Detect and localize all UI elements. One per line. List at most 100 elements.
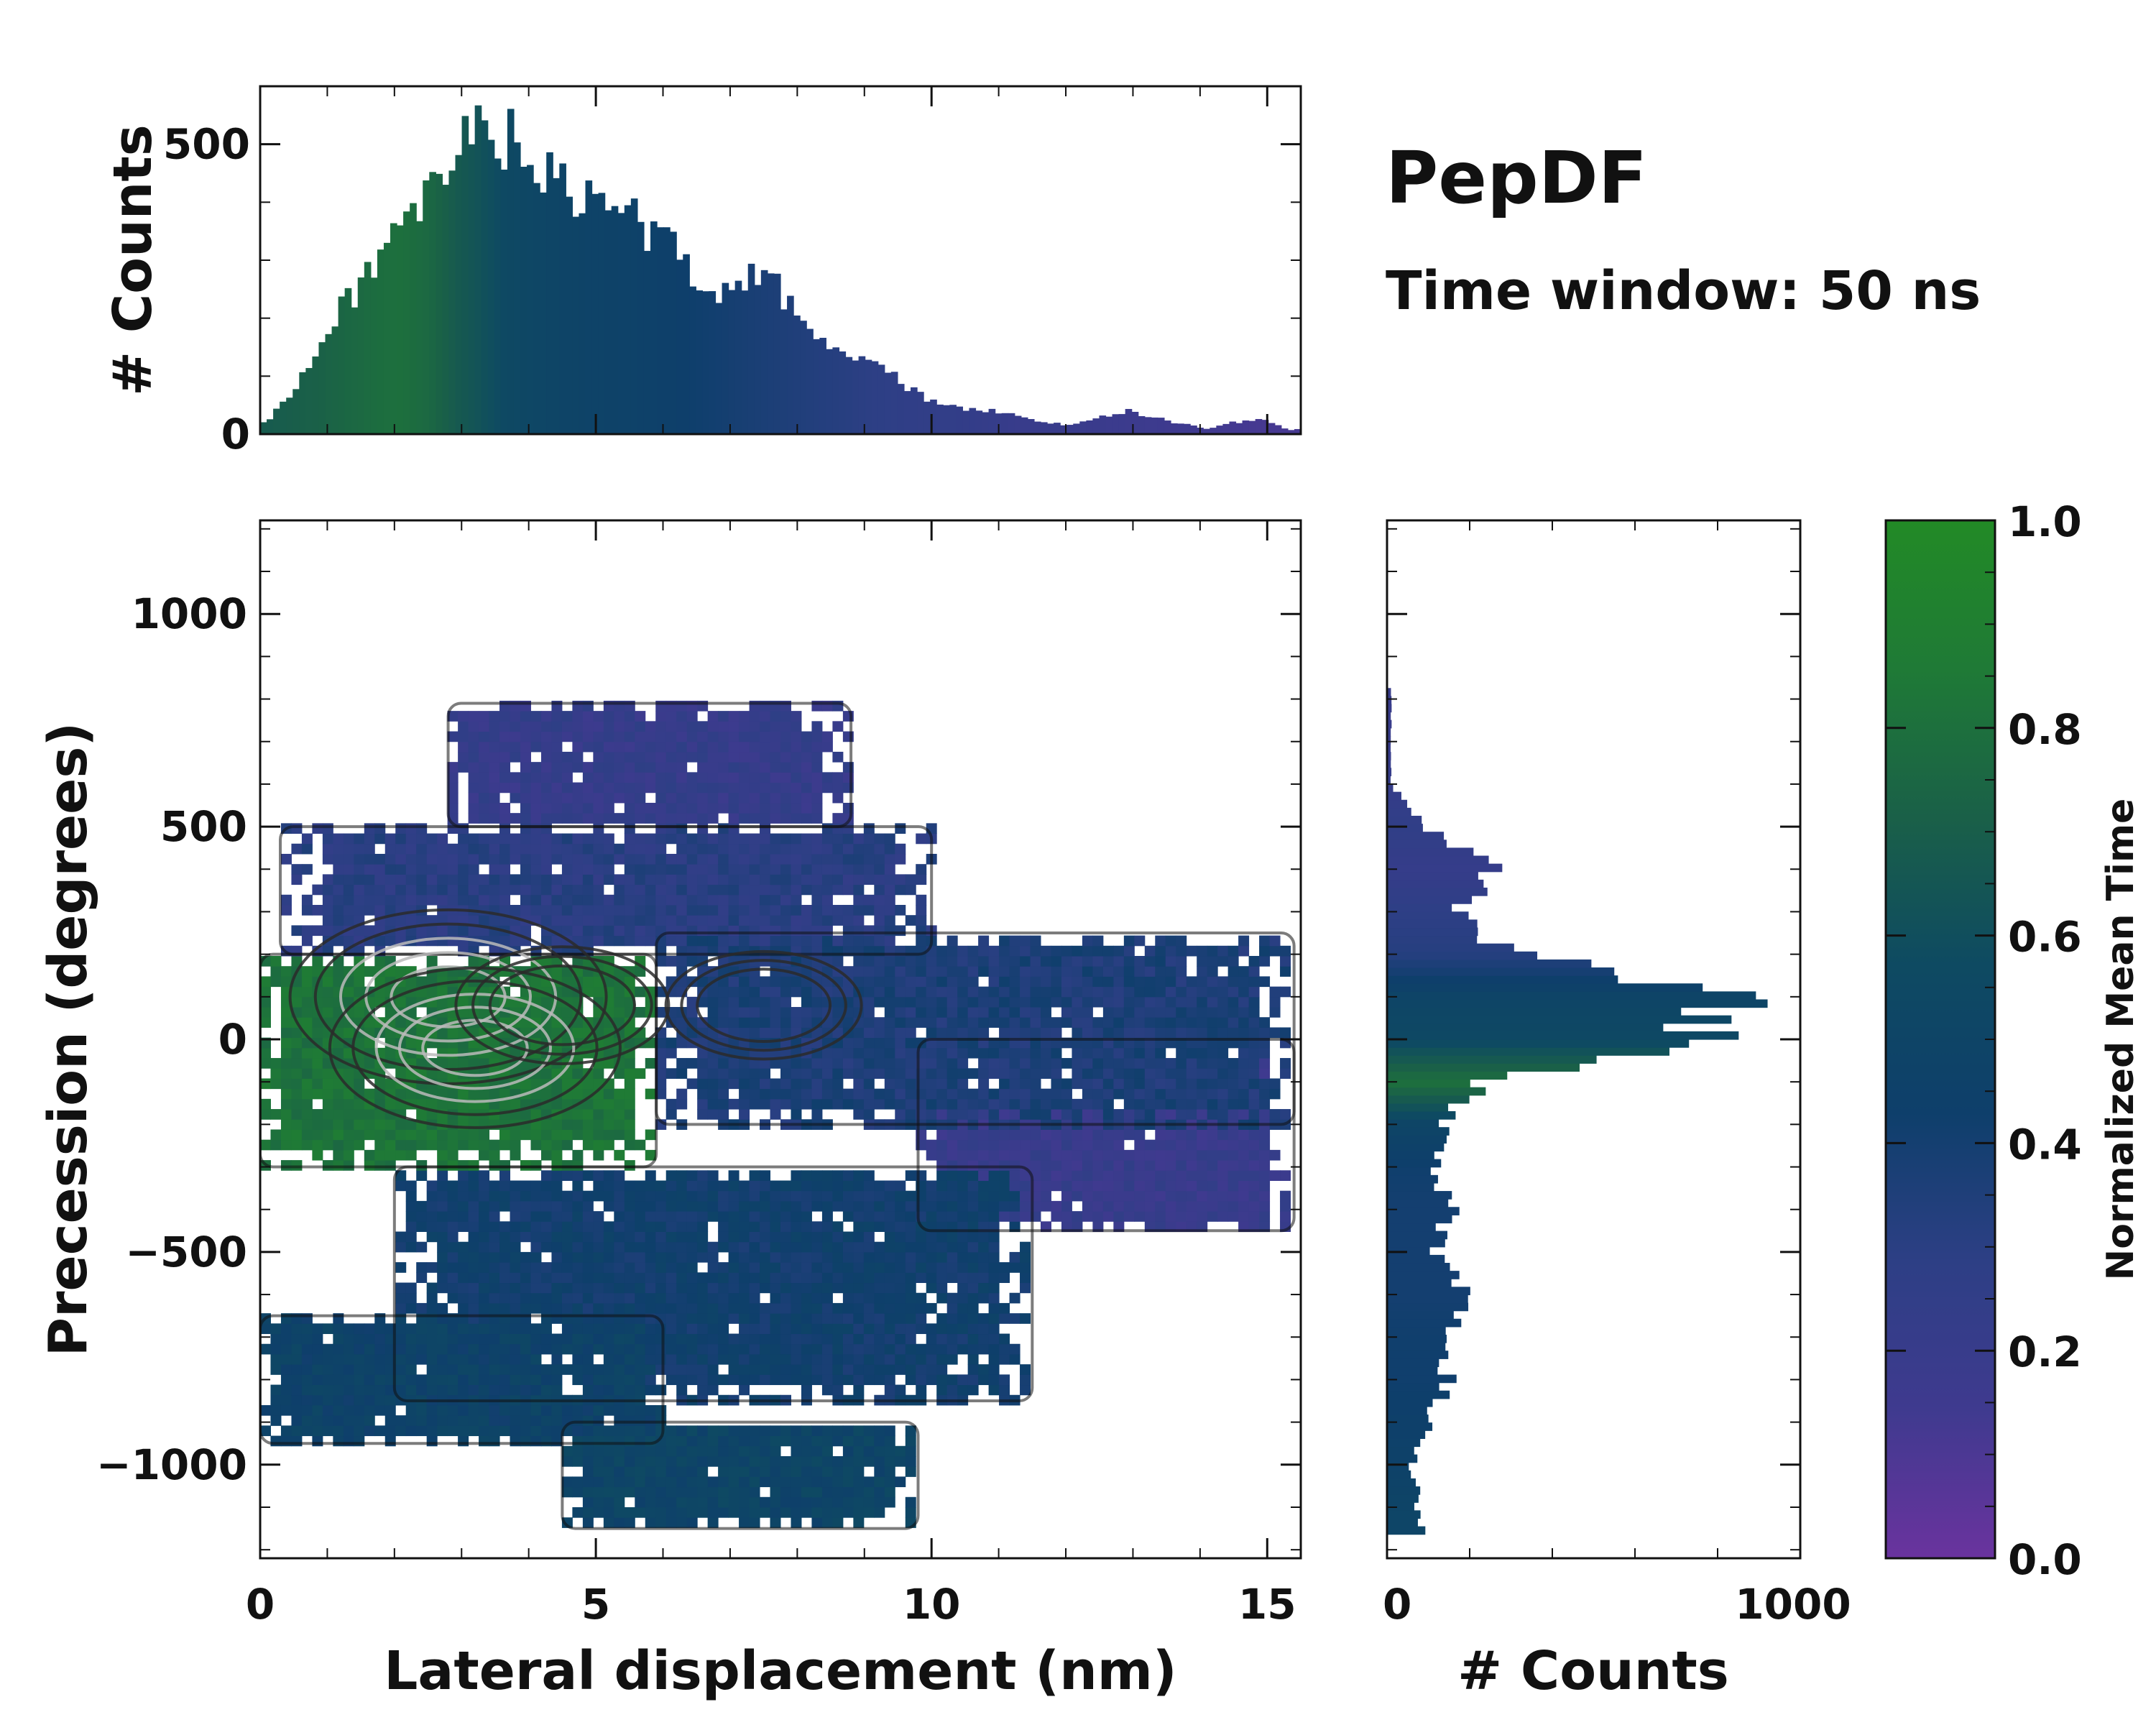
heatmap-cell <box>1030 1160 1041 1171</box>
heatmap-cell <box>1144 1098 1156 1110</box>
heatmap-cell <box>697 976 709 988</box>
heatmap-cell <box>1072 1139 1083 1151</box>
heatmap-cell <box>499 823 511 834</box>
heatmap-cell <box>614 986 625 998</box>
heatmap-cell <box>686 1506 698 1518</box>
heatmap-cell <box>489 1333 500 1345</box>
heatmap-cell <box>707 833 719 845</box>
heatmap-cell <box>1092 1190 1104 1202</box>
heatmap-cell <box>874 1466 885 1477</box>
heatmap-cell <box>978 1068 990 1079</box>
heatmap-cell <box>988 986 1000 998</box>
heatmap-cell <box>832 1313 844 1324</box>
heatmap-cell <box>686 1374 698 1386</box>
heatmap-cell <box>260 1058 271 1069</box>
top-histogram-bar <box>670 231 677 434</box>
heatmap-cell <box>479 1323 490 1335</box>
heatmap-cell <box>1113 945 1125 957</box>
heatmap-cell <box>437 1170 448 1181</box>
heatmap-cell <box>853 1180 865 1192</box>
heatmap-cell <box>1134 966 1146 977</box>
heatmap-cell <box>760 1343 771 1355</box>
heatmap-cell <box>395 833 407 845</box>
heatmap-cell <box>905 915 916 926</box>
heatmap-cell <box>395 1262 407 1273</box>
heatmap-cell <box>728 1353 740 1365</box>
heatmap-cell <box>791 1282 802 1294</box>
heatmap-cell <box>561 925 573 937</box>
heatmap-cell <box>863 1251 875 1263</box>
heatmap-cell <box>333 833 344 845</box>
heatmap-cell <box>447 1160 459 1171</box>
heatmap-cell <box>561 1160 573 1171</box>
heatmap-cell <box>863 1455 875 1467</box>
heatmap-cell <box>801 1466 812 1477</box>
heatmap-cell <box>895 1323 906 1335</box>
heatmap-cell <box>686 1466 698 1477</box>
heatmap-cell <box>437 1180 448 1192</box>
heatmap-cell <box>1165 1068 1176 1079</box>
heatmap-cell <box>780 1353 791 1365</box>
heatmap-cell <box>936 1007 948 1018</box>
heatmap-cell <box>447 925 459 937</box>
heatmap-cell <box>1072 956 1083 967</box>
heatmap-cell <box>821 1384 833 1396</box>
heatmap-cell <box>551 1333 563 1345</box>
heatmap-cell <box>655 904 667 916</box>
heatmap-cell <box>416 1404 428 1416</box>
heatmap-cell <box>665 1496 677 1508</box>
heatmap-cell <box>551 762 563 773</box>
heatmap-cell <box>593 1119 604 1130</box>
top-histogram-bar <box>527 165 534 434</box>
top-histogram-bar <box>540 192 547 434</box>
heatmap-cell <box>437 1139 448 1151</box>
heatmap-cell <box>645 864 656 875</box>
heatmap-cell <box>572 813 584 824</box>
heatmap-cell <box>718 1425 729 1437</box>
heatmap-cell <box>749 864 760 875</box>
heatmap-cell <box>676 864 688 875</box>
heatmap-cell <box>510 1241 521 1253</box>
heatmap-cell <box>540 1200 552 1212</box>
heatmap-cell <box>1051 1170 1062 1181</box>
top-histogram-bar <box>956 406 963 434</box>
heatmap-cell <box>905 1262 916 1273</box>
heatmap-cell <box>1186 1017 1197 1028</box>
heatmap-cell <box>458 864 469 875</box>
heatmap-cell <box>551 1282 563 1294</box>
heatmap-cell <box>811 802 823 814</box>
heatmap-cell <box>760 762 771 773</box>
heatmap-cell <box>593 1445 604 1457</box>
heatmap-cell <box>603 1139 614 1151</box>
heatmap-cell <box>946 986 958 998</box>
heatmap-cell <box>635 1241 646 1253</box>
heatmap-cell <box>665 1251 677 1263</box>
heatmap-cell <box>1113 986 1125 998</box>
heatmap-cell <box>593 1211 604 1222</box>
heatmap-cell <box>770 1017 781 1028</box>
heatmap-cell <box>728 874 740 886</box>
heatmap-cell <box>1155 1139 1166 1151</box>
heatmap-cell <box>926 1058 937 1069</box>
heatmap-cell <box>280 1394 292 1406</box>
heatmap-cell <box>540 1425 552 1437</box>
heatmap-cell <box>530 782 542 794</box>
heatmap-cell <box>707 1517 719 1528</box>
heatmap-cell <box>749 1211 760 1222</box>
heatmap-cell <box>614 1200 625 1212</box>
heatmap-cell <box>707 884 719 896</box>
heatmap-cell <box>665 1221 677 1232</box>
heatmap-cell <box>510 1129 521 1141</box>
heatmap-cell <box>811 782 823 794</box>
heatmap-cell <box>707 711 719 722</box>
heatmap-cell <box>635 813 646 824</box>
heatmap-cell <box>916 904 927 916</box>
heatmap-cell <box>364 1415 375 1426</box>
heatmap-cell <box>1082 1129 1093 1141</box>
heatmap-cell <box>655 1251 667 1263</box>
heatmap-cell <box>561 721 573 732</box>
heatmap-cell <box>957 1129 969 1141</box>
heatmap-cell <box>458 1007 469 1018</box>
heatmap-cell <box>739 1302 750 1314</box>
heatmap-cell <box>343 1098 354 1110</box>
